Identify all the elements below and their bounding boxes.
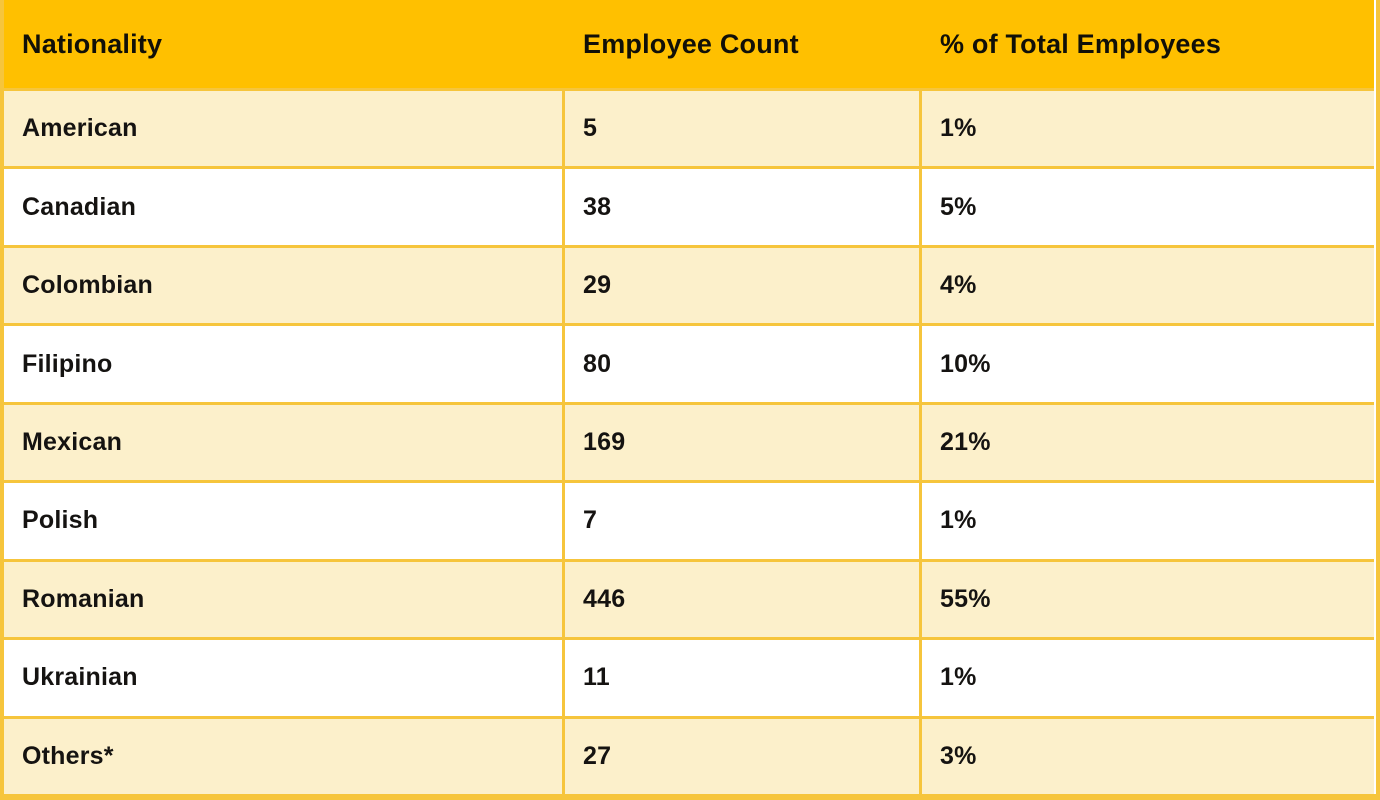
header-cell-employee-count: Employee Count xyxy=(565,0,922,88)
cell-nationality-romanian: Romanian xyxy=(4,558,565,638)
cell-count-others: 27 xyxy=(565,715,922,794)
cell-percent-filipino: 10% xyxy=(922,323,1374,402)
cell-count-polish: 7 xyxy=(565,480,922,559)
cell-nationality-canadian: Canadian xyxy=(4,166,565,245)
cell-count-mexican: 169 xyxy=(565,401,922,481)
cell-percent-romanian: 55% xyxy=(922,558,1374,638)
cell-percent-american: 1% xyxy=(922,88,1374,167)
cell-count-canadian: 38 xyxy=(565,166,922,245)
cell-nationality-mexican: Mexican xyxy=(4,401,565,481)
cell-percent-canadian: 5% xyxy=(922,166,1374,245)
cell-nationality-filipino: Filipino xyxy=(4,323,565,402)
cell-count-filipino: 80 xyxy=(565,323,922,402)
cell-nationality-american: American xyxy=(4,88,565,167)
cell-nationality-polish: Polish xyxy=(4,480,565,559)
cell-count-ukrainian: 11 xyxy=(565,637,922,716)
cell-count-colombian: 29 xyxy=(565,244,922,324)
cell-count-romanian: 446 xyxy=(565,558,922,638)
cell-nationality-ukrainian: Ukrainian xyxy=(4,637,565,716)
cell-count-american: 5 xyxy=(565,88,922,167)
header-cell-percent-total: % of Total Employees xyxy=(922,0,1374,88)
cell-percent-colombian: 4% xyxy=(922,244,1374,324)
cell-nationality-others: Others* xyxy=(4,715,565,794)
header-cell-nationality: Nationality xyxy=(4,0,565,88)
cell-percent-polish: 1% xyxy=(922,480,1374,559)
cell-nationality-colombian: Colombian xyxy=(4,244,565,324)
cell-percent-ukrainian: 1% xyxy=(922,637,1374,716)
cell-percent-others: 3% xyxy=(922,715,1374,794)
cell-percent-mexican: 21% xyxy=(922,401,1374,481)
